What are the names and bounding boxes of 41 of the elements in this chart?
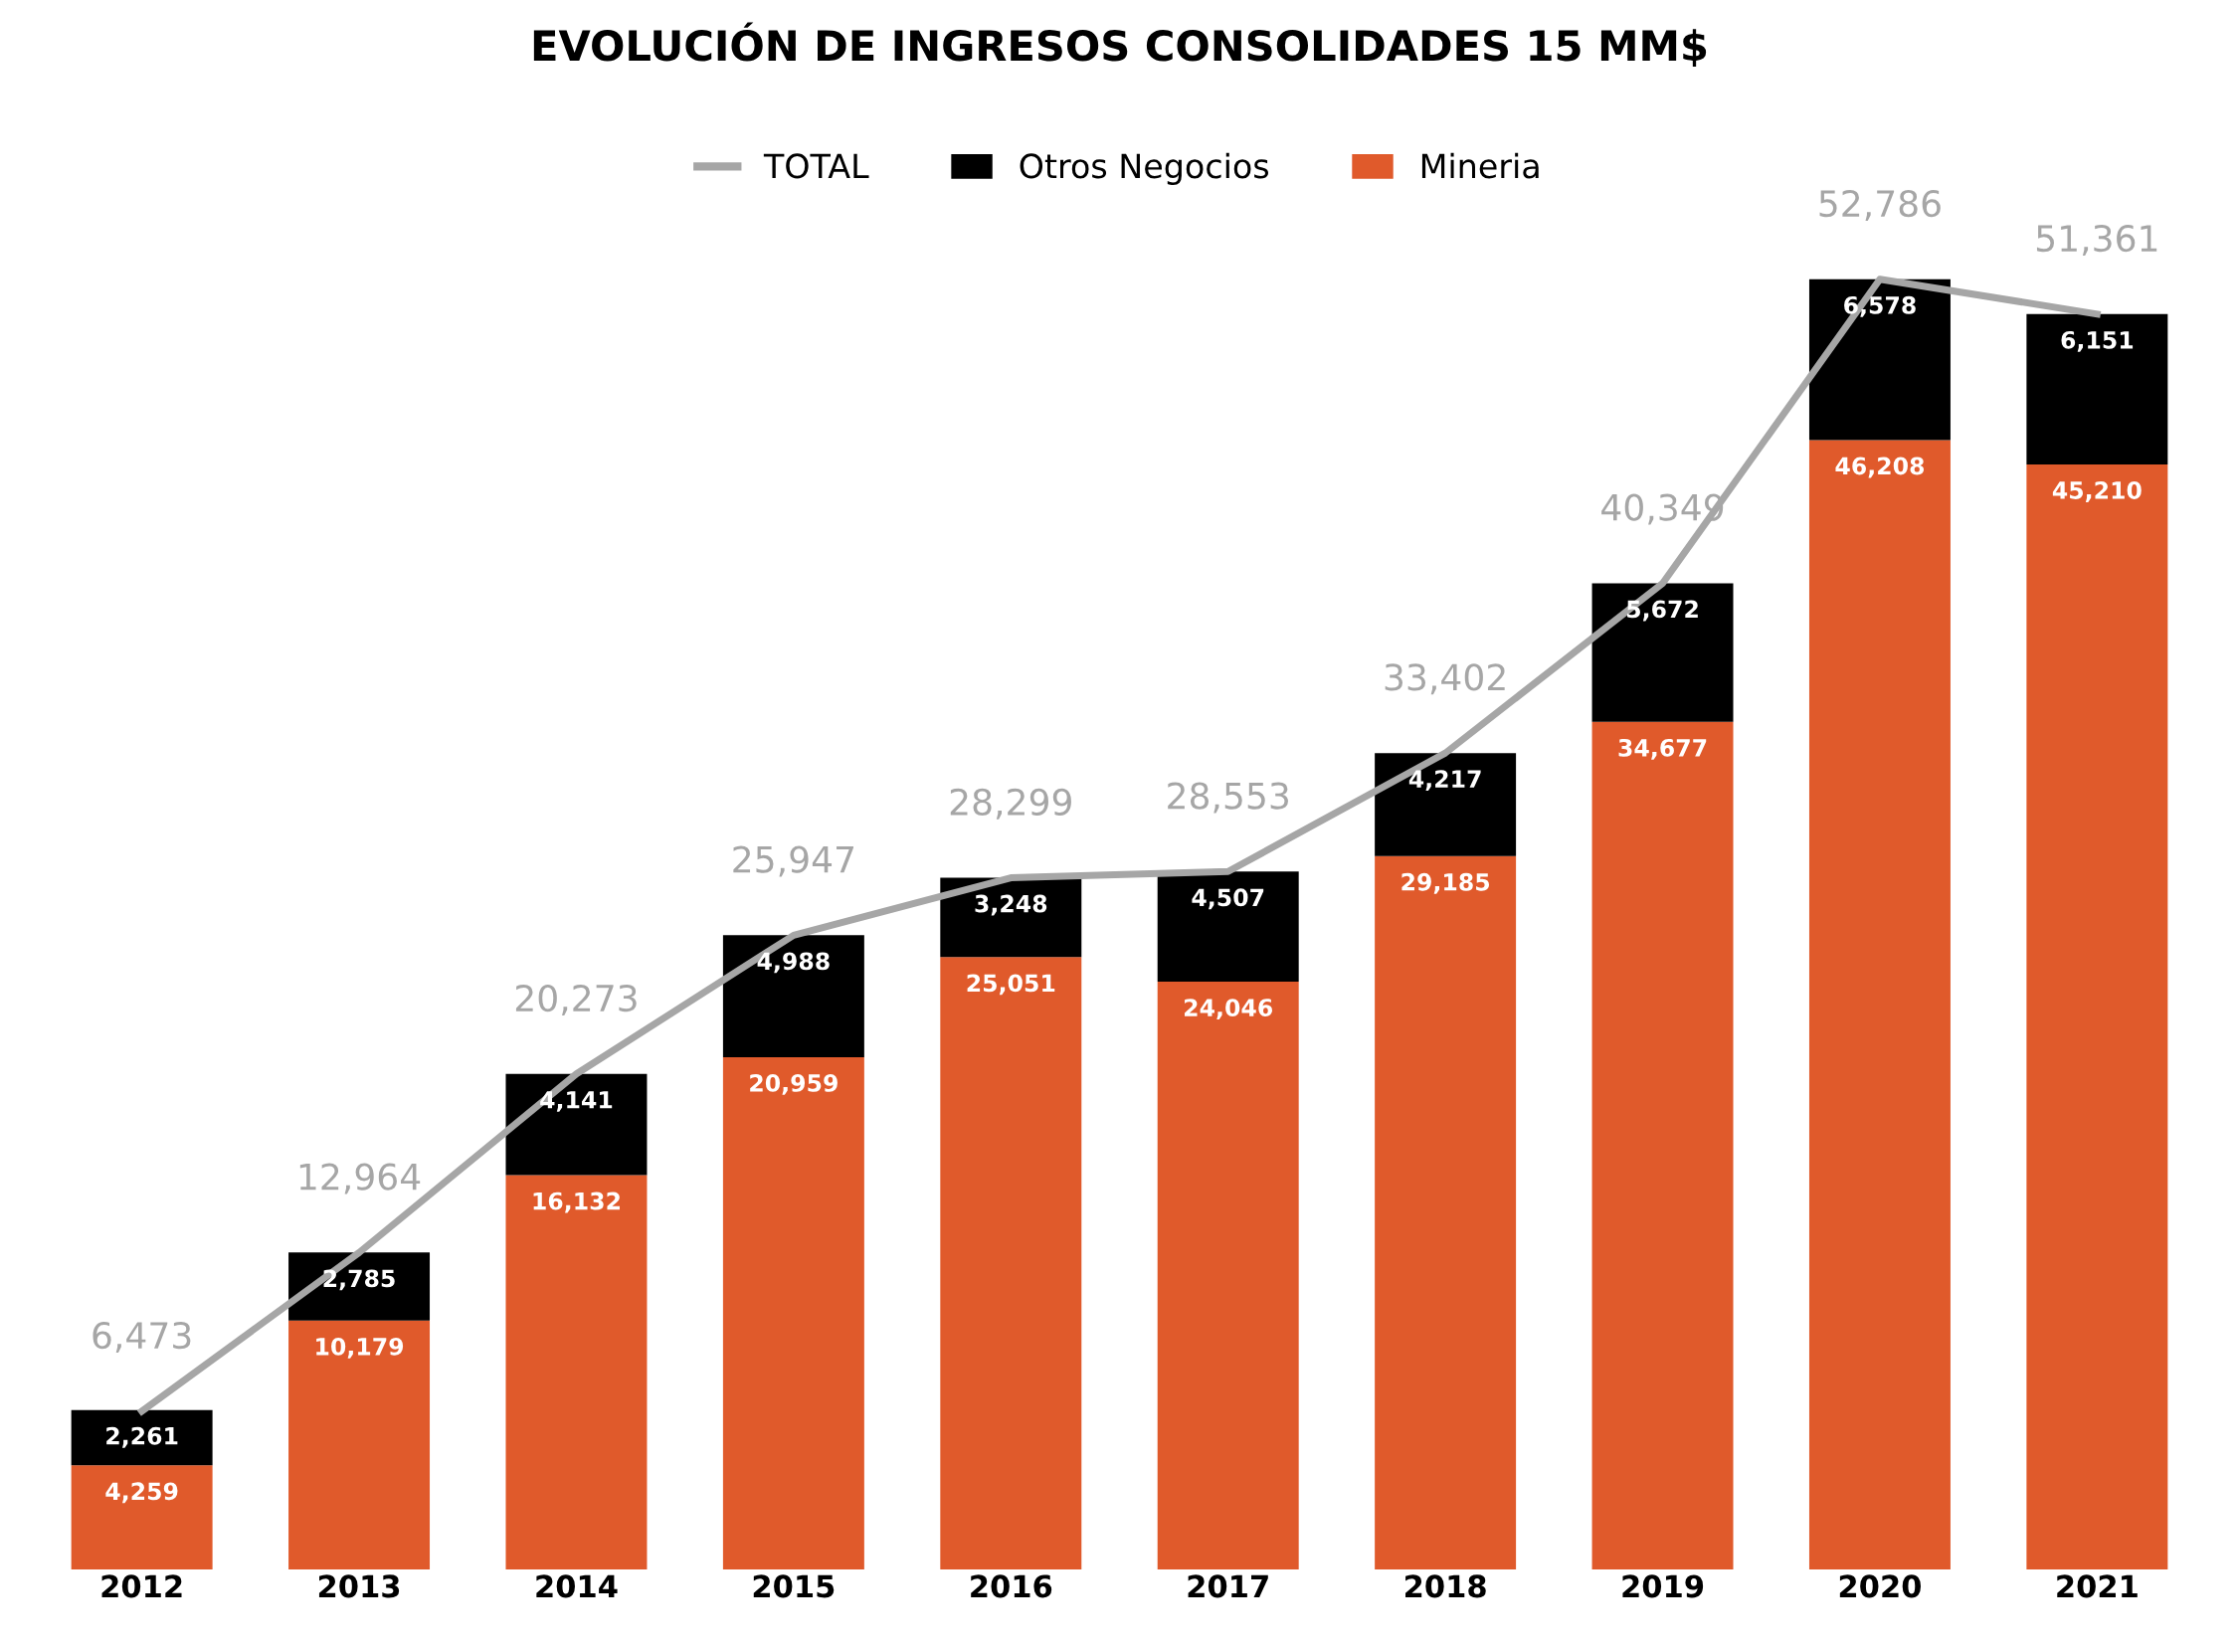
x-tick-label: 2016 [971,1574,1052,1598]
legend-label: TOTAL [763,153,869,179]
text: EVOLUCIÓN DE INGRESOS CONSOLIDADES 15 MM$ [533,22,1707,68]
data-label: 29,185 [1401,872,1490,894]
data-label: 34,677 [1618,738,1707,760]
data-label: 46,208 [1835,457,1925,478]
data-label: 33,402 [1385,663,1505,695]
data-label: 28,299 [950,788,1071,820]
data-label: 3,248 [975,894,1047,916]
data-label: 20,273 [515,984,637,1015]
data-label: 4,217 [1408,770,1481,792]
data-label: 51,361 [2036,224,2157,256]
x-tick-label: 2019 [1622,1574,1704,1598]
data-label: 28,553 [1168,782,1288,814]
x-tick-label: 2017 [1188,1574,1268,1598]
data-label: 2,785 [323,1269,395,1291]
data-label: 2,261 [106,1426,178,1448]
x-tick-label: 2018 [1405,1574,1486,1598]
legend-label: Otros Negocios [1020,152,1269,185]
data-label: 20,959 [750,1073,838,1095]
data-label: 4,259 [105,1482,178,1504]
legend-label: Mineria [1421,152,1539,179]
data-label: 16,132 [533,1192,620,1213]
x-tick-label: 2015 [753,1574,835,1598]
x-tick-label: 2012 [101,1574,182,1598]
data-label: 12,964 [299,1163,421,1194]
data-label: 24,046 [1185,999,1272,1020]
x-tick-label: 2020 [1839,1574,1922,1598]
x-tick-label: 2014 [536,1574,618,1598]
data-label: 6,473 [93,1322,191,1354]
data-label: 4,507 [1192,888,1264,910]
x-tick-label: 2021 [2057,1574,2138,1598]
data-label: 4,988 [757,952,830,974]
data-label: 45,210 [2052,481,2142,502]
data-label: 6,151 [2061,330,2134,352]
data-label: 25,947 [733,845,853,877]
data-label: 5,672 [1627,600,1698,622]
x-tick-label: 2013 [318,1574,400,1598]
data-label: 25,051 [967,974,1055,996]
data-label: 52,786 [1819,189,1941,221]
data-label: 10,179 [316,1337,404,1359]
